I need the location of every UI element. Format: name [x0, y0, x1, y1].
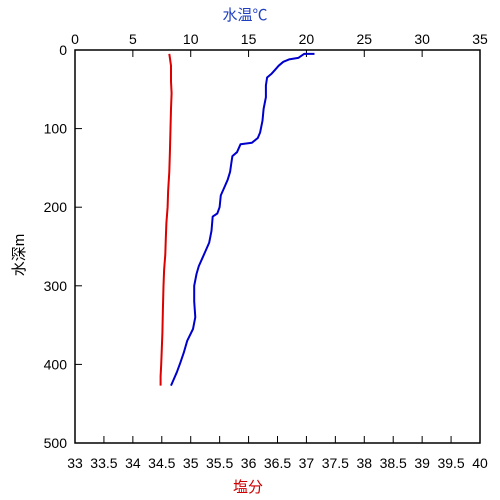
- bottom-tick-label: 35.5: [206, 455, 233, 471]
- top-tick-label: 0: [71, 31, 79, 47]
- salinity-profile-line: [159, 53, 173, 386]
- left-tick-label: 100: [44, 121, 68, 137]
- bottom-tick-label: 39: [414, 455, 430, 471]
- bottom-tick-label: 33: [67, 455, 83, 471]
- temperature-profile-line: [170, 52, 315, 386]
- top-tick-label: 25: [356, 31, 372, 47]
- bottom-tick-label: 38.5: [380, 455, 407, 471]
- bottom-tick-label: 40: [472, 455, 488, 471]
- bottom-tick-label: 35: [183, 455, 199, 471]
- left-axis-ticks: 0 100 200 300 400 500: [44, 42, 82, 451]
- bottom-tick-label: 36: [241, 455, 257, 471]
- top-tick-label: 20: [299, 31, 315, 47]
- bottom-axis-title: 塩分: [233, 479, 263, 496]
- left-tick-label: 0: [59, 42, 67, 58]
- top-tick-label: 10: [183, 31, 199, 47]
- left-tick-label: 500: [44, 435, 68, 451]
- left-tick-label: 400: [44, 356, 68, 372]
- bottom-axis-ticks: 33 33.5 34 34.5 35 35.5 36 36.5 37 37.5 38 38.5 39 39…: [67, 436, 488, 471]
- left-tick-label: 200: [44, 199, 68, 215]
- bottom-tick-label: 33.5: [90, 455, 117, 471]
- bottom-tick-label: 36.5: [264, 455, 291, 471]
- bottom-tick-label: 34.5: [148, 455, 175, 471]
- top-tick-label: 5: [129, 31, 137, 47]
- bottom-tick-label: 38: [356, 455, 372, 471]
- top-axis-ticks: 0 5 10 15 20 25 30 35: [71, 31, 488, 57]
- series-layer: [159, 52, 315, 386]
- bottom-tick-label: 39.5: [437, 455, 464, 471]
- top-tick-label: 15: [241, 31, 257, 47]
- top-axis-title: 水温℃: [222, 7, 267, 24]
- left-tick-label: 300: [44, 278, 68, 294]
- top-tick-label: 30: [414, 31, 430, 47]
- plot-frame: [74, 49, 481, 444]
- bottom-tick-label: 37.5: [322, 455, 349, 471]
- bottom-tick-label: 34: [125, 455, 141, 471]
- left-axis-title: 水深m: [11, 234, 28, 277]
- top-tick-label: 35: [472, 31, 488, 47]
- bottom-tick-label: 37: [299, 455, 315, 471]
